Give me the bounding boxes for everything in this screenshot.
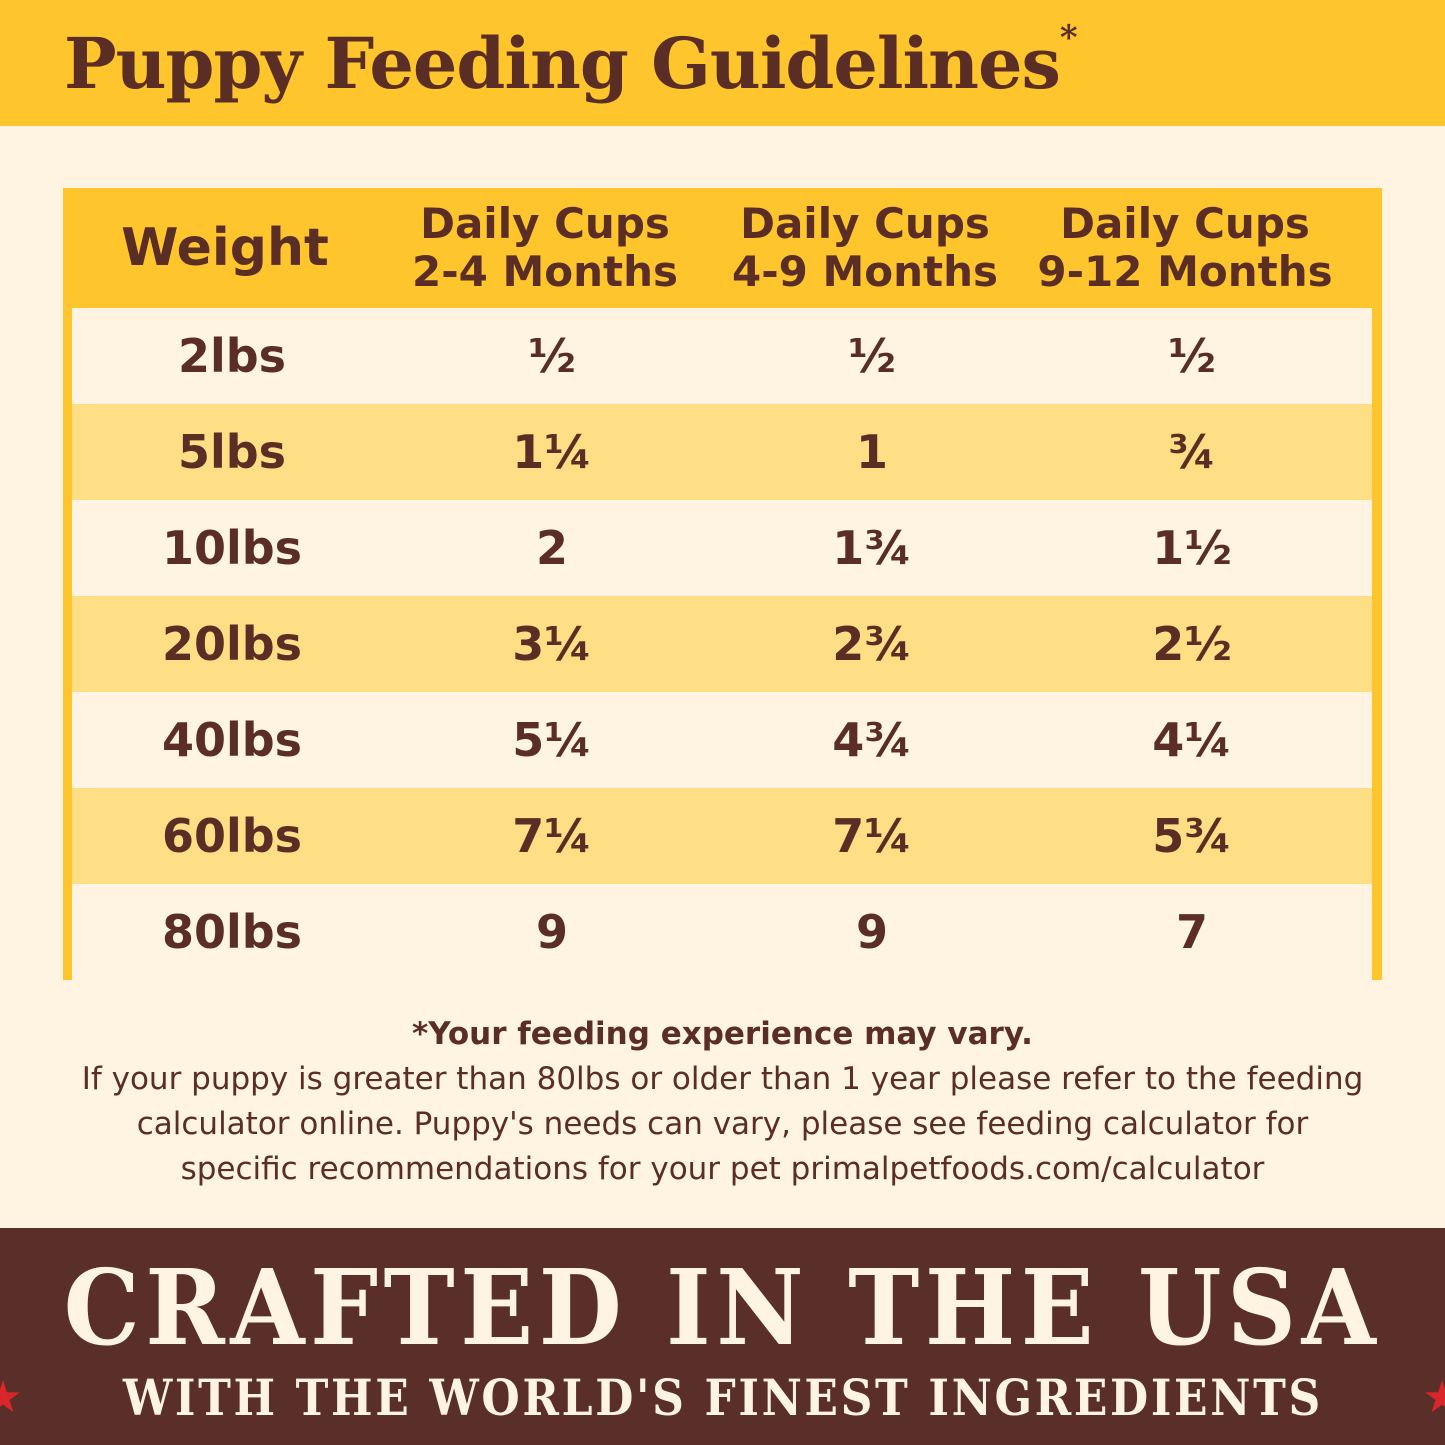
- cell-cups-2-4-months: 3¼: [512, 617, 592, 671]
- table-row: 80lbs 9 9 7: [72, 884, 1372, 980]
- table-body: 2lbs ½ ½ ½ 5lbs 1¼ 1 ¾ 10lbs 2 1¾ 1½ 20lbs 3¼ 2¾ 2½ 40lb…: [72, 308, 1372, 980]
- cell-cups-2-4-months: ½: [528, 329, 576, 383]
- footer-banner: CRAFTED IN THE USA ★ WITH THE WORLD'S FI…: [0, 1228, 1445, 1445]
- cell-cups-2-4-months: 5¼: [512, 713, 592, 767]
- cell-cups-4-9-months: 4¾: [832, 713, 912, 767]
- table-row: 10lbs 2 1¾ 1½: [72, 500, 1372, 596]
- cell-cups-9-12-months: ¾: [1168, 425, 1216, 479]
- star-icon: ★: [1422, 1372, 1445, 1423]
- cell-cups-2-4-months: 2: [535, 521, 568, 575]
- cell-cups-9-12-months: 4¼: [1152, 713, 1232, 767]
- cell-cups-4-9-months: 9: [855, 905, 888, 959]
- table-row: 20lbs 3¼ 2¾ 2½: [72, 596, 1372, 692]
- table-header: Weight Daily Cups 2-4 Months Daily Cups 4-…: [63, 188, 1382, 308]
- cell-cups-4-9-months: ½: [848, 329, 896, 383]
- title-asterisk: *: [1059, 18, 1078, 58]
- table-row: 40lbs 5¼ 4¾ 4¼: [72, 692, 1372, 788]
- cell-cups-4-9-months: 1¾: [832, 521, 912, 575]
- title-banner: Puppy Feeding Guidelines*: [0, 0, 1445, 126]
- column-header-weight: Weight: [121, 218, 329, 278]
- cell-cups-9-12-months: 7: [1175, 905, 1208, 959]
- cell-weight: 60lbs: [161, 809, 303, 863]
- cell-weight: 10lbs: [161, 521, 303, 575]
- column-header-4-9-months: Daily Cups 4-9 Months: [731, 199, 999, 296]
- cell-cups-2-4-months: 9: [535, 905, 568, 959]
- cell-cups-2-4-months: 7¼: [512, 809, 592, 863]
- feeding-table: Weight Daily Cups 2-4 Months Daily Cups 4-…: [63, 188, 1382, 980]
- page-title: Puppy Feeding Guidelines*: [64, 18, 1078, 105]
- footer-tagline: WITH THE WORLD'S FINEST INGREDIENTS: [122, 1368, 1323, 1427]
- footnote-body: If your puppy is greater than 80lbs or o…: [0, 1057, 1445, 1192]
- cell-cups-4-9-months: 1: [855, 425, 888, 479]
- cell-cups-9-12-months: 2½: [1152, 617, 1232, 671]
- cell-cups-4-9-months: 2¾: [832, 617, 912, 671]
- cell-weight: 5lbs: [177, 425, 287, 479]
- cell-cups-9-12-months: 5¾: [1152, 809, 1232, 863]
- cell-weight: 40lbs: [161, 713, 303, 767]
- footnote-line: specific recommendations for your pet pr…: [180, 1151, 1265, 1187]
- star-icon: ★: [0, 1372, 23, 1423]
- cell-weight: 80lbs: [161, 905, 303, 959]
- cell-cups-2-4-months: 1¼: [512, 425, 592, 479]
- footnote-line: If your puppy is greater than 80lbs or o…: [81, 1061, 1364, 1097]
- cell-cups-9-12-months: ½: [1168, 329, 1216, 383]
- cell-weight: 2lbs: [177, 329, 287, 383]
- footer-tagline-row: ★ WITH THE WORLD'S FINEST INGREDIENTS ★: [0, 1368, 1445, 1427]
- table-row: 2lbs ½ ½ ½: [72, 308, 1372, 404]
- table-row: 60lbs 7¼ 7¼ 5¾: [72, 788, 1372, 884]
- footnote-line: calculator online. Puppy's needs can var…: [136, 1106, 1309, 1142]
- column-header-9-12-months: Daily Cups 9-12 Months: [1037, 199, 1333, 296]
- footnote-heading: *Your feeding experience may vary.: [412, 1016, 1033, 1052]
- table-row: 5lbs 1¼ 1 ¾: [72, 404, 1372, 500]
- cell-cups-4-9-months: 7¼: [832, 809, 912, 863]
- footer-headline: CRAFTED IN THE USA: [63, 1246, 1382, 1369]
- cell-cups-9-12-months: 1½: [1152, 521, 1232, 575]
- column-header-2-4-months: Daily Cups 2-4 Months: [411, 199, 679, 296]
- cell-weight: 20lbs: [161, 617, 303, 671]
